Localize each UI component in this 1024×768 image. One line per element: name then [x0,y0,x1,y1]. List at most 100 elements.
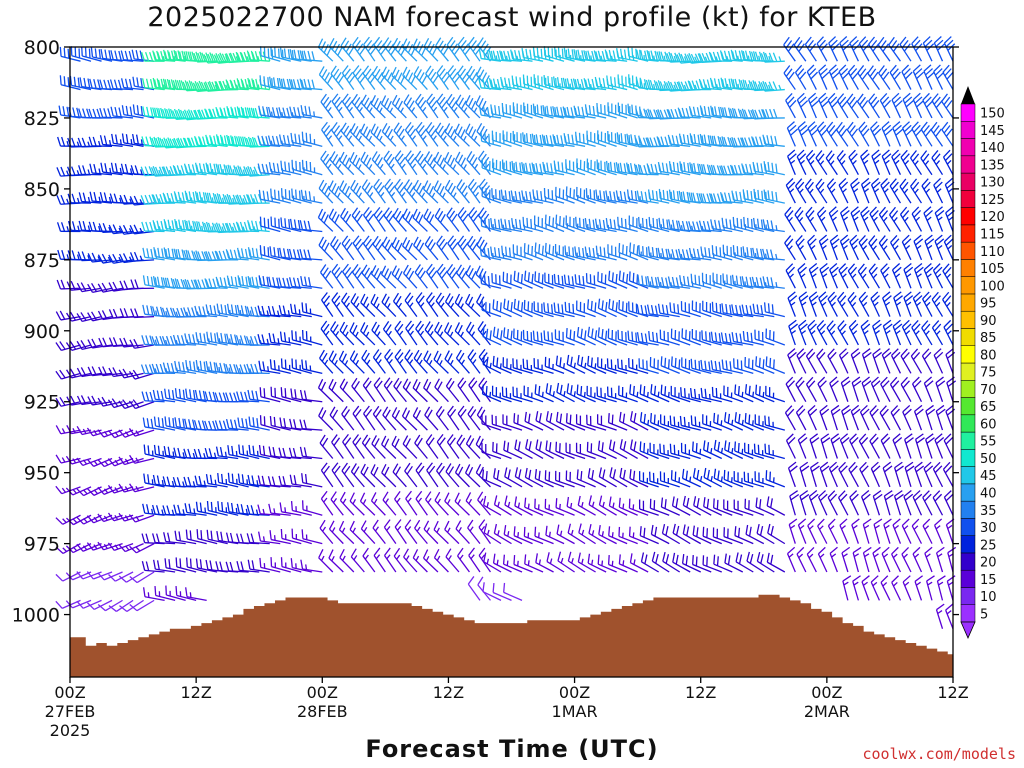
barb-flag [382,406,389,416]
wind-barb [350,179,365,204]
barb-flag [118,400,126,409]
barb-flag [164,388,167,399]
barb-half-flag [334,359,338,366]
barb-flag [294,389,297,399]
barb-flag [323,44,329,54]
barb-shaft [446,441,460,459]
barb-half-flag [461,359,466,365]
barb-flag [206,331,209,342]
barb-flag [484,132,487,143]
barb-flag [67,77,70,87]
barb-flag [563,133,567,143]
barb-half-flag [124,458,129,464]
barb-flag [171,220,175,230]
wind-barb [425,263,439,289]
barb-flag [300,189,304,200]
wind-barb [173,191,197,204]
wind-barb [351,377,365,403]
barb-half-flag [82,428,87,434]
barb-half-flag [453,106,458,113]
barb-flag [122,253,129,263]
barb-flag [342,381,349,391]
barb-flag [156,220,160,231]
barb-flag [152,276,156,286]
barb-flag [205,162,209,173]
barb-flag [436,324,443,334]
barb-half-flag [182,509,185,515]
wind-barb [433,520,449,545]
barb-flag [204,278,209,288]
barb-flag [187,476,192,487]
barb-flag [251,276,255,287]
wind-barb [447,235,460,261]
wind-barb [107,542,134,551]
barb-half-flag [214,84,218,90]
barb-flag [301,473,304,483]
wind-barb [99,108,123,119]
barb-flag [546,162,549,173]
wind-barb [404,292,418,317]
wind-barb [152,77,176,91]
wind-barb [392,292,407,318]
barb-flag [404,292,412,301]
wind-barb [501,245,523,261]
wind-barb [381,293,397,318]
wind-barb [319,349,334,374]
barb-flag [97,254,104,264]
barb-flag [381,122,388,132]
barb-flag [373,324,380,334]
barb-flag [366,100,373,110]
barb-half-flag [331,527,336,533]
barb-flag [415,182,422,192]
barb-flag [88,108,93,119]
barb-flag [121,105,125,115]
barb-half-flag [368,164,373,170]
barb-flag [414,434,421,444]
wind-barb [465,492,481,516]
barb-flag [445,548,452,558]
barb-half-flag [442,192,446,198]
barb-flag [80,312,87,321]
wind-barb [394,519,407,544]
barb-flag [142,587,146,597]
barb-flag [96,108,101,119]
barb-flag [195,250,200,260]
barb-flag [436,462,443,472]
wind-barb [446,263,460,289]
barb-flag [439,157,445,167]
barb-flag [364,182,371,191]
barb-flag [372,519,379,529]
barb-flag [205,134,209,145]
wind-barb [320,462,334,488]
barb-flag [370,492,377,502]
barb-flag [172,477,177,487]
wind-barb [415,320,428,346]
barb-half-flag [418,359,423,365]
wind-barb [171,137,197,149]
barb-flag [571,276,574,286]
barb-shaft [435,413,449,431]
wind-barb [394,178,407,204]
wind-barbs-layer [55,36,957,629]
barb-flag [542,104,546,115]
wind-barb [444,520,460,545]
barb-flag [61,136,66,147]
barb-shaft [546,419,565,431]
barb-flag [222,193,227,204]
barb-flag [321,69,328,79]
barb-flag [112,224,118,234]
barb-flag [321,352,328,362]
barb-shaft [556,391,575,403]
wind-barb [289,474,312,488]
barb-flag [228,222,234,233]
barb-flag [265,164,269,174]
barb-shaft [340,216,355,232]
barb-flag [458,352,465,362]
barb-flag [415,239,422,249]
barb-half-flag [158,198,162,204]
barb-flag [240,533,244,544]
wind-barb [405,150,418,176]
wind-barb [361,179,376,204]
barb-flag [341,462,348,472]
barb-flag [363,97,370,107]
